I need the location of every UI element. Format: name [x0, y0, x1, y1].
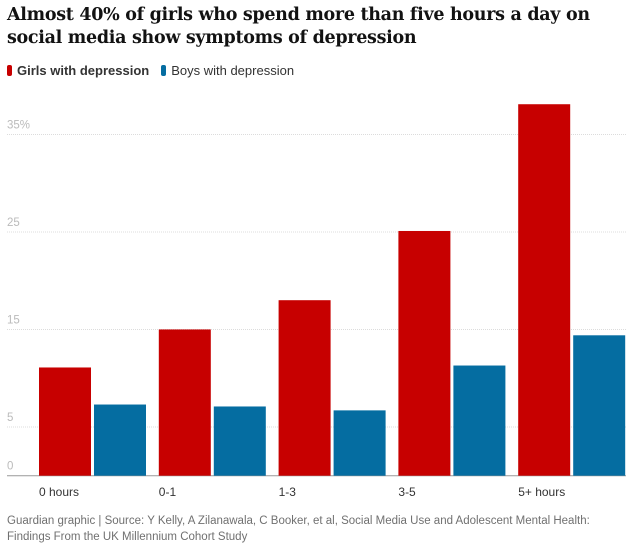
y-tick-label: 5	[7, 412, 13, 424]
x-tick-label: 5+ hours	[518, 485, 565, 499]
boys-bar	[453, 365, 506, 476]
boys-bar	[213, 406, 266, 476]
boys-bar	[94, 404, 146, 476]
boys-bar	[333, 410, 386, 476]
x-tick-label: 1-3	[279, 485, 297, 499]
legend-label-girls: Girls with depression	[17, 63, 150, 78]
girls-bar	[158, 329, 211, 476]
legend-swatch-boys	[161, 65, 167, 76]
y-tick-label: 35%	[7, 119, 30, 131]
chart-title: Almost 40% of girls who spend more than …	[7, 5, 590, 48]
y-tick-label: 0	[7, 461, 13, 473]
y-tick-label: 25	[7, 217, 20, 229]
girls-bar	[398, 230, 451, 476]
girls-bar	[278, 300, 331, 476]
legend: Girls with depression Boys with depressi…	[7, 63, 294, 78]
legend-swatch-girls	[7, 65, 12, 76]
x-tick-label: 3-5	[398, 485, 416, 499]
x-tick-label: 0 hours	[39, 485, 79, 499]
legend-item-girls: Girls with depression	[7, 63, 149, 78]
legend-item-boys: Boys with depression	[161, 63, 294, 78]
y-tick-label: 15	[7, 314, 20, 326]
source-note: Guardian graphic | Source: Y Kelly, A Zi…	[7, 515, 590, 543]
x-tick-label: 0-1	[159, 485, 177, 499]
girls-bar	[39, 367, 91, 476]
legend-label-boys: Boys with depression	[171, 63, 295, 78]
boys-bar	[573, 335, 626, 476]
girls-bar	[518, 104, 571, 476]
